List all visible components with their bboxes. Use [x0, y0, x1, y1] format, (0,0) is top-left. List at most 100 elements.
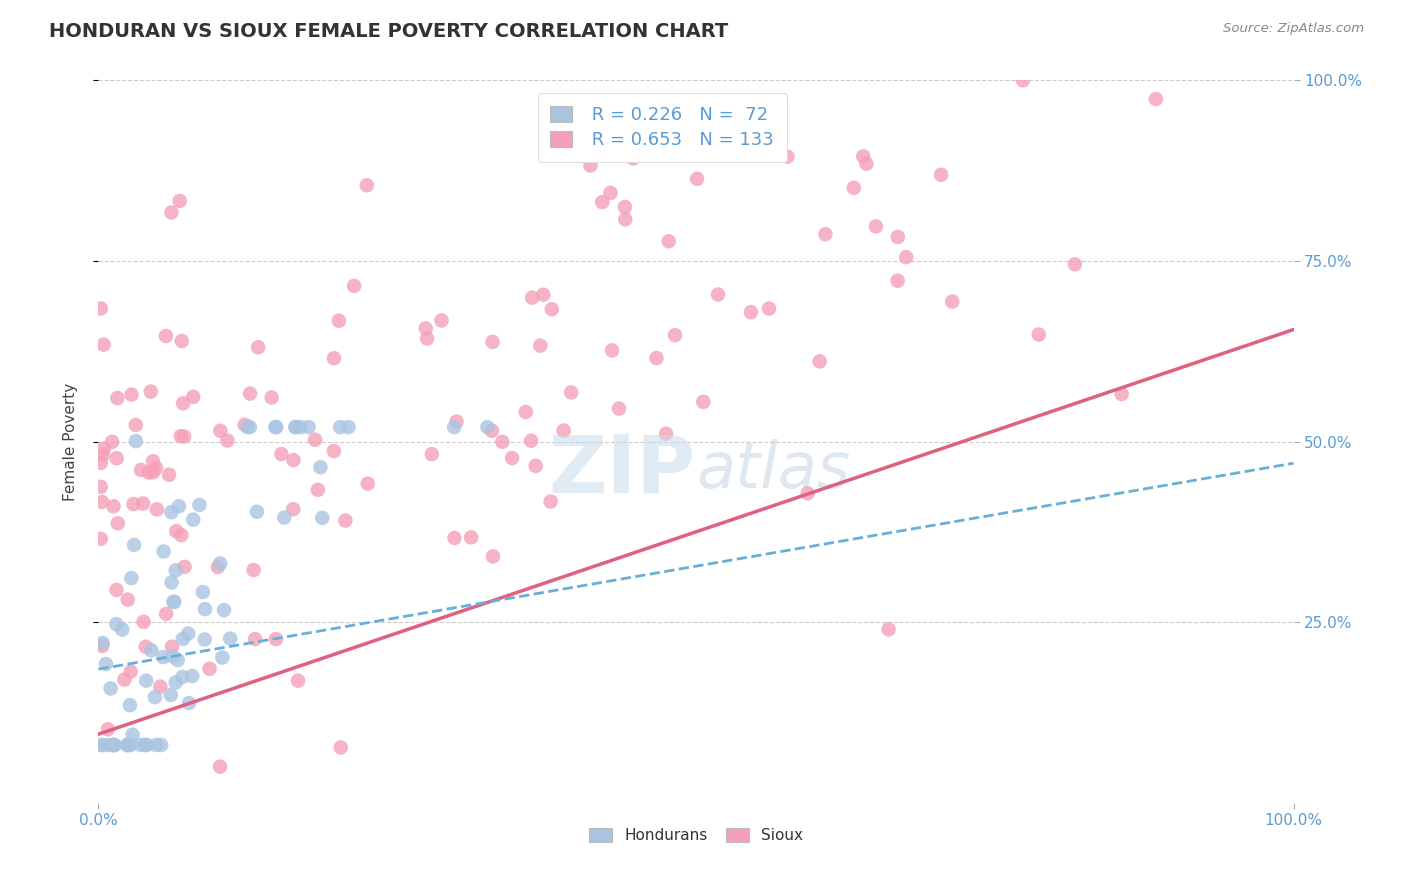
Point — [776, 150, 799, 164]
Point — [284, 420, 307, 434]
Point — [145, 461, 167, 475]
Point — [146, 502, 169, 516]
Point — [181, 669, 204, 683]
Point — [91, 495, 114, 509]
Point — [173, 429, 195, 443]
Point — [91, 738, 114, 752]
Point — [177, 626, 200, 640]
Point — [219, 632, 242, 646]
Point — [1111, 387, 1133, 401]
Point — [482, 549, 505, 564]
Point — [328, 314, 350, 328]
Point — [357, 476, 380, 491]
Point — [669, 147, 692, 161]
Point — [132, 496, 155, 510]
Point — [420, 447, 443, 461]
Point — [852, 149, 875, 163]
Point — [740, 305, 762, 319]
Point — [145, 738, 167, 752]
Point — [443, 531, 465, 545]
Point — [814, 227, 837, 242]
Point — [135, 640, 157, 654]
Point — [173, 559, 195, 574]
Point — [160, 640, 183, 654]
Point — [443, 420, 465, 434]
Point — [104, 738, 127, 752]
Point — [515, 405, 537, 419]
Point — [91, 639, 114, 653]
Point — [208, 760, 231, 774]
Point — [105, 617, 128, 632]
Point — [121, 728, 143, 742]
Point — [243, 632, 266, 646]
Point — [134, 738, 156, 752]
Point — [90, 456, 112, 470]
Point — [664, 328, 686, 343]
Point — [233, 417, 256, 432]
Y-axis label: Female Poverty: Female Poverty — [63, 383, 77, 500]
Point — [658, 234, 681, 248]
Point — [118, 698, 141, 713]
Point — [141, 643, 163, 657]
Point — [191, 585, 214, 599]
Point — [309, 460, 332, 475]
Point — [120, 571, 142, 585]
Point — [430, 313, 453, 327]
Point — [172, 396, 194, 410]
Point — [112, 673, 135, 687]
Point — [125, 434, 148, 449]
Point — [886, 274, 908, 288]
Point — [614, 212, 637, 227]
Point — [246, 505, 269, 519]
Point — [621, 152, 644, 166]
Point — [553, 424, 575, 438]
Point — [93, 442, 115, 456]
Point — [105, 391, 128, 405]
Point — [103, 738, 125, 752]
Point — [160, 575, 183, 590]
Point — [129, 738, 152, 752]
Point — [117, 592, 139, 607]
Point — [103, 738, 125, 752]
Point — [194, 632, 217, 647]
Point — [941, 294, 963, 309]
Point — [531, 287, 554, 301]
Point — [209, 424, 232, 438]
Point — [209, 557, 232, 571]
Point — [97, 738, 120, 752]
Point — [283, 502, 305, 516]
Point — [166, 653, 188, 667]
Point — [152, 650, 174, 665]
Point — [165, 524, 187, 539]
Point — [501, 451, 523, 466]
Point — [122, 497, 145, 511]
Point — [207, 560, 229, 574]
Point — [1064, 257, 1087, 271]
Point — [298, 420, 321, 434]
Point — [217, 434, 239, 448]
Point — [172, 632, 194, 646]
Point — [97, 723, 120, 737]
Point — [143, 690, 166, 705]
Point — [188, 498, 211, 512]
Point — [758, 301, 780, 316]
Point — [239, 420, 262, 434]
Point — [129, 463, 152, 477]
Point — [160, 688, 183, 702]
Point — [808, 354, 831, 368]
Point — [329, 740, 352, 755]
Point — [343, 279, 366, 293]
Point — [522, 291, 544, 305]
Point — [181, 512, 204, 526]
Point — [101, 738, 124, 752]
Point — [481, 424, 503, 438]
Point — [157, 467, 180, 482]
Point — [692, 394, 714, 409]
Point — [242, 563, 264, 577]
Point — [105, 582, 128, 597]
Point — [135, 673, 157, 688]
Text: ZIP: ZIP — [548, 432, 696, 509]
Point — [101, 434, 124, 449]
Point — [105, 451, 128, 466]
Point — [307, 483, 329, 497]
